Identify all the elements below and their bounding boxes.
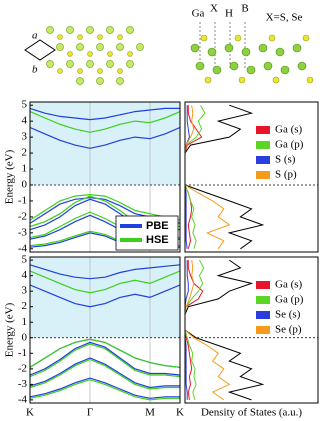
y-tick-label: 2 (22, 147, 28, 159)
x-tick-label: Γ (87, 407, 93, 419)
y-tick-label: -1 (18, 347, 27, 359)
y-tick-label: 0 (22, 331, 28, 343)
x-axis-label: Density of States (a.u.) (201, 407, 302, 419)
legend-swatch (256, 311, 270, 319)
band-line (29, 343, 181, 378)
y-tick-label: -1 (18, 194, 27, 206)
lattice-sketch (24, 26, 144, 85)
band-line (29, 284, 181, 308)
band-line (29, 126, 181, 149)
side-view (190, 22, 314, 84)
legend-label: Se (s) (275, 309, 301, 321)
legend-label: S (s) (275, 154, 296, 166)
band-line (29, 357, 180, 389)
y-tick-label: -3 (18, 226, 28, 238)
y-tick-label: -2 (18, 210, 27, 222)
band-line (29, 338, 181, 368)
band-line (29, 270, 181, 294)
band-line (29, 379, 180, 401)
x-tick-label: K (176, 407, 184, 419)
legend-swatch (256, 326, 270, 334)
legend-swatch (256, 126, 270, 134)
atom-label: H (225, 8, 233, 20)
y-tick-label: 2 (22, 300, 28, 312)
dos-total (184, 259, 265, 401)
structure-note: X=S, Se (266, 12, 303, 24)
band-line (29, 377, 180, 399)
atom-label: Ga (192, 8, 205, 20)
y-tick-label: -2 (18, 362, 27, 374)
legend-box (115, 215, 179, 251)
axes-frame (29, 101, 181, 253)
gap-shade (30, 257, 180, 338)
y-tick-label: -4 (18, 393, 28, 405)
band-line (29, 111, 181, 133)
lattice-label: a (32, 30, 38, 42)
legend-label: Ga (p) (275, 139, 304, 151)
y-tick-label: -4 (18, 242, 28, 254)
y-tick-label: 4 (22, 269, 28, 281)
y-tick-label: 5 (22, 99, 28, 111)
dos-line (184, 260, 231, 401)
x-tick-label: K (26, 407, 34, 419)
y-tick-label: 3 (22, 285, 28, 297)
axes-frame (184, 256, 319, 404)
y-tick-label: 1 (22, 316, 28, 328)
atom-label: B (241, 3, 248, 15)
y-tick-label: 3 (22, 131, 28, 143)
band-line (29, 193, 181, 221)
legend-label: Ga (p) (275, 294, 304, 306)
axes-frame (184, 101, 319, 253)
y-axis-label: Energy (eV) (4, 302, 16, 357)
axes-frame (29, 256, 181, 404)
legend-label: Ga (s) (275, 279, 303, 291)
y-tick-label: 5 (22, 254, 28, 266)
x-tick-label: M (145, 407, 155, 419)
y-tick-label: 0 (22, 179, 28, 191)
y-axis-label: Energy (eV) (4, 149, 16, 204)
band-line (29, 107, 180, 121)
legend-swatch (256, 171, 270, 179)
band-line (29, 358, 180, 390)
band-line (29, 264, 181, 280)
legend-swatch (256, 156, 270, 164)
dos-line (184, 105, 231, 250)
legend-label: PBE (146, 220, 169, 232)
legend-label: Ga (s) (275, 124, 303, 136)
legend-swatch (256, 141, 270, 149)
lattice-label: b (32, 64, 38, 76)
atom-label: X (210, 3, 218, 15)
band-line (29, 341, 181, 376)
y-tick-label: 1 (22, 163, 28, 175)
y-tick-label: -3 (18, 378, 28, 390)
y-tick-label: 4 (22, 115, 28, 127)
legend-swatch (256, 296, 270, 304)
legend-swatch (256, 281, 270, 289)
legend-label: S (p) (275, 169, 297, 181)
legend-label: HSE (146, 234, 169, 246)
legend-label: Se (p) (275, 324, 302, 336)
